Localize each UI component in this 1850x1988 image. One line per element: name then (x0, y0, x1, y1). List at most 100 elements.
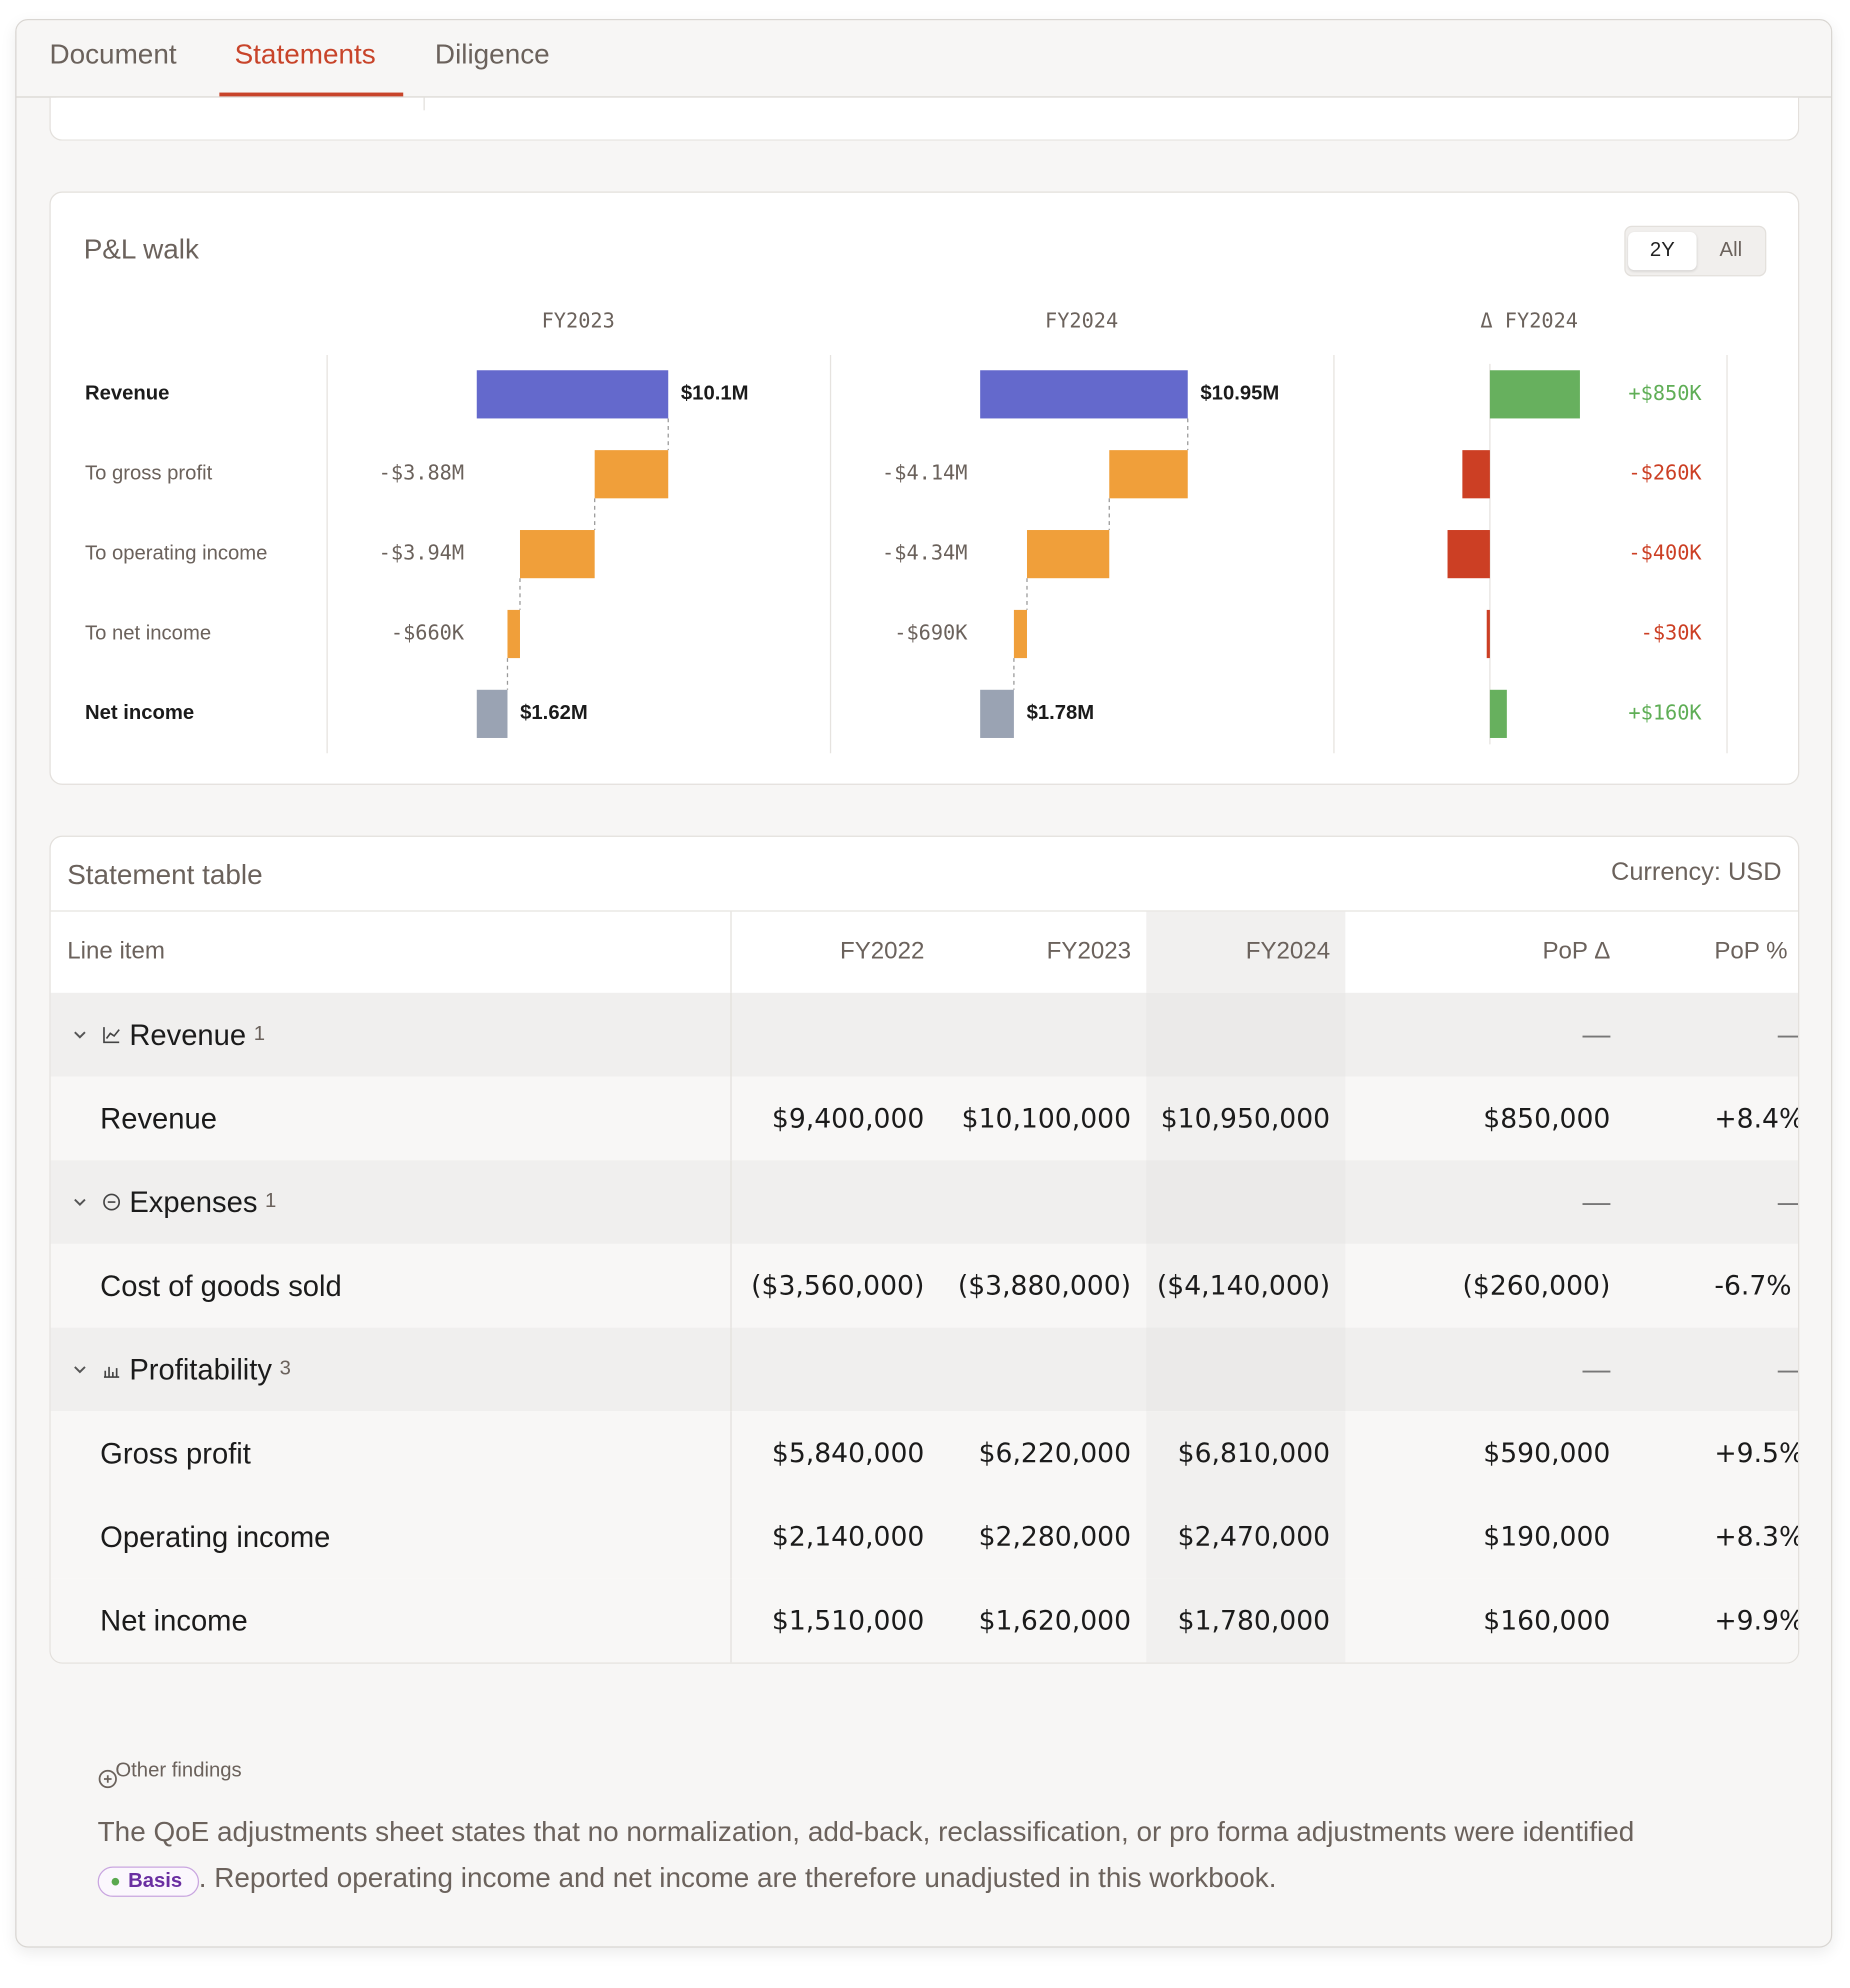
row-label: To gross profit (85, 463, 213, 485)
value-cell: $1,780,000 (1146, 1578, 1346, 1663)
section-label-cell: Revenue 1 (51, 992, 732, 1077)
line-item-row: Net income $1,510,000 $1,620,000 $1,780,000… (50, 1578, 1799, 1663)
section-row[interactable]: Revenue 1 — — (50, 992, 1799, 1077)
section-label-cell: Expenses 1 (51, 1160, 732, 1244)
row-label: Revenue (85, 383, 169, 405)
empty-cell (940, 993, 1147, 1077)
section-row[interactable]: Expenses 1 — — (50, 1160, 1799, 1244)
value-label: +$850K (1628, 381, 1702, 405)
divider (50, 910, 1799, 912)
tab[interactable]: Statements (234, 38, 376, 70)
bar (1489, 689, 1507, 738)
section-row[interactable]: Profitability 3 — — (50, 1327, 1799, 1412)
tab[interactable]: Diligence (434, 38, 550, 70)
statement-card: Statement table Currency: USD Line item F… (49, 835, 1800, 1664)
section-label-cell: Profitability 3 (51, 1327, 732, 1412)
source-badge[interactable]: Basis (97, 1866, 199, 1897)
empty-cell (940, 1328, 1147, 1412)
value-cell: +8.3% (1714, 1521, 1800, 1553)
tab-bar: Document Statements Diligence (16, 20, 1831, 98)
value-cell: $10,950,000 (1146, 1076, 1346, 1161)
summary-cell: — (1626, 1160, 1798, 1244)
value-cell: +9.5% (1714, 1437, 1800, 1469)
panel-title: FY2024 (1045, 309, 1118, 333)
value-label: -$4.14M (882, 461, 967, 485)
bar (1109, 450, 1188, 499)
row-label: Net income (85, 702, 194, 724)
value-label: +$160K (1628, 700, 1702, 724)
findings-title: Other findings (115, 1759, 242, 1782)
value-cell: $5,840,000 (771, 1437, 925, 1469)
statement-table: Line item FY2022 FY2023 FY2024 PoP Δ PoP % Rev… (50, 911, 1800, 1663)
currency: Currency: USD (1611, 858, 1782, 887)
column-header: FY2023 (1046, 938, 1132, 965)
value-cell: $190,000 (1483, 1521, 1611, 1553)
chevron[interactable] (71, 1361, 89, 1379)
empty-cell (732, 1160, 940, 1244)
column-header: FY2022 (839, 938, 925, 965)
value-label: -$690K (894, 621, 968, 645)
bar (594, 450, 669, 499)
empty-cell (732, 1328, 940, 1412)
column-header: Line item (51, 911, 732, 993)
empty-cell (940, 1160, 1147, 1244)
bar (519, 530, 595, 579)
tab[interactable]: Document (49, 38, 177, 70)
header-row: Line item FY2022 FY2023 FY2024 PoP Δ PoP % (50, 911, 1799, 993)
badge-label: Basis (128, 1870, 183, 1892)
row-label: To net income (85, 622, 211, 644)
line-item-name: Net income (51, 1578, 732, 1663)
value-cell: +8.4% (1714, 1103, 1800, 1134)
bar (1447, 530, 1490, 579)
bar (1462, 450, 1490, 499)
section-count: 1 (253, 1023, 265, 1045)
empty-cell (1146, 1160, 1346, 1244)
section-name: Profitability (129, 1352, 272, 1386)
section-count: 1 (265, 1190, 277, 1213)
panel: Document Statements Diligence P&L walk 2Y A… (15, 19, 1833, 1948)
panel-title: Δ FY2024 (1480, 309, 1578, 333)
findings-text: The QoE adjustments sheet states that no… (97, 1809, 1784, 1900)
value-label: -$660K (391, 621, 465, 645)
value-cell: $9,400,000 (771, 1103, 925, 1134)
pl-walk-card: P&L walk 2Y All Revenue To gross profit To … (49, 191, 1800, 785)
chevron[interactable] (71, 1193, 89, 1211)
line-item-name: Revenue (51, 1076, 732, 1161)
summary-cell: — (1582, 1185, 1611, 1218)
line-item-row: Cost of goods sold ($3,560,000) ($3,880,00… (50, 1243, 1799, 1328)
chevron[interactable] (71, 1026, 89, 1044)
line-item-row: Operating income $2,140,000 $2,280,000 $2,4… (50, 1494, 1800, 1579)
value-cell: $1,620,000 (978, 1605, 1132, 1636)
value-cell: ($4,140,000) (1146, 1243, 1346, 1328)
bar (476, 370, 669, 419)
range-toggle: 2Y All (1624, 225, 1767, 277)
bar (1486, 609, 1490, 659)
empty-cell (1146, 992, 1346, 1077)
bar (980, 689, 1014, 738)
bar (1026, 530, 1110, 579)
range-option[interactable]: 2Y (1628, 232, 1697, 271)
panel-title: FY2023 (542, 309, 615, 333)
card-title: Statement table (67, 858, 263, 891)
value-cell: $2,280,000 (978, 1521, 1132, 1553)
range-option[interactable]: All (1719, 239, 1743, 262)
active-tab-indicator (219, 92, 404, 97)
section-icon (103, 1366, 120, 1378)
value-cell: -6.7% (1714, 1270, 1792, 1301)
summary-cell: — (1626, 993, 1798, 1077)
bar (1013, 609, 1027, 659)
section-name: Expenses (129, 1184, 258, 1218)
section-icon (103, 1027, 120, 1044)
value-cell: $2,140,000 (771, 1521, 925, 1553)
section-icon (103, 1193, 121, 1211)
column-header: PoP % (1714, 938, 1788, 965)
value-label: -$30K (1641, 621, 1703, 645)
value-cell: $6,220,000 (978, 1437, 1132, 1469)
value-label: -$400K (1628, 541, 1702, 565)
findings-icon (98, 1769, 117, 1789)
summary-cell: — (1582, 1018, 1611, 1050)
waterfall-chart: Revenue To gross profit To operating incom… (85, 309, 1728, 754)
value-cell: $6,810,000 (1146, 1411, 1346, 1495)
line-item-name: Gross profit (51, 1411, 732, 1495)
